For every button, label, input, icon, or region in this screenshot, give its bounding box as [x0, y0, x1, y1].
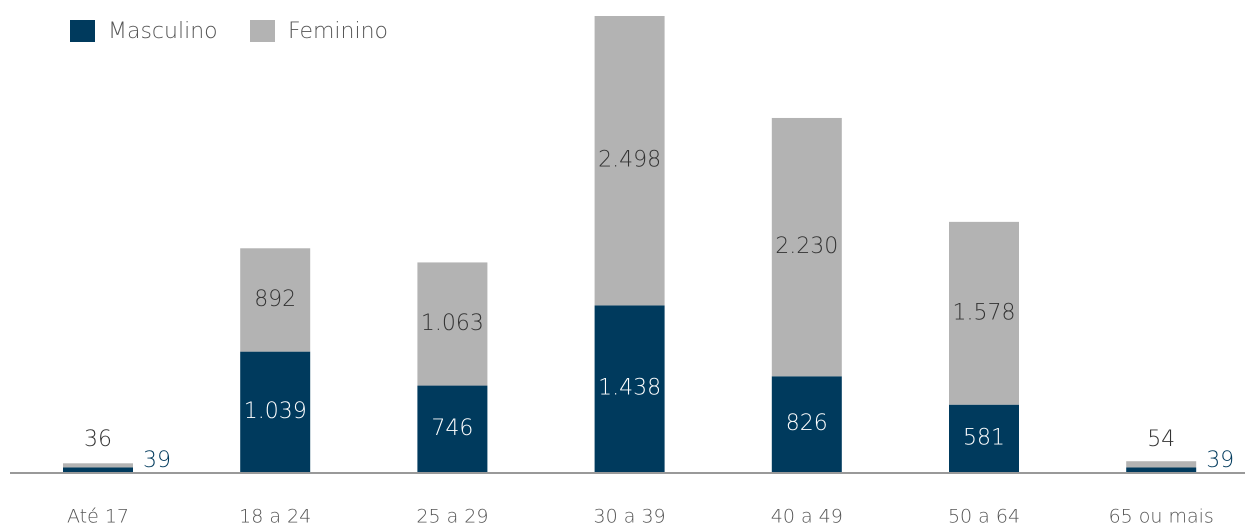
legend-label: Masculino	[108, 19, 218, 44]
x-tick-label: 25 a 29	[416, 506, 488, 526]
bar-segment	[594, 16, 665, 306]
value-label: 826	[786, 411, 828, 436]
value-label: 39	[143, 448, 171, 473]
bar-segment	[771, 376, 842, 472]
x-tick-label: 40 a 49	[771, 506, 843, 526]
value-label: 54	[1147, 427, 1175, 452]
legend-swatch	[70, 20, 95, 42]
value-label: 746	[431, 416, 473, 441]
bar-segment	[417, 262, 488, 386]
value-label: 36	[84, 427, 112, 452]
value-label: 2.230	[775, 234, 838, 259]
value-label: 39	[1206, 448, 1234, 473]
legend-label: Feminino	[288, 19, 388, 44]
x-tick-label: 30 a 39	[594, 506, 666, 526]
value-label: 892	[254, 287, 296, 312]
bar-segment	[594, 305, 665, 472]
bar-segment	[240, 351, 311, 472]
x-tick-label: 50 a 64	[948, 506, 1020, 526]
legend-swatch	[250, 20, 275, 42]
value-label: 2.498	[598, 148, 661, 173]
value-label: 1.438	[598, 376, 661, 401]
bar-segment	[1126, 461, 1197, 468]
value-label: 1.578	[953, 300, 1016, 325]
value-label: 1.063	[421, 311, 484, 336]
value-label: 1.039	[244, 399, 307, 424]
bar-segment	[240, 248, 311, 352]
bar-segment	[1126, 467, 1197, 472]
x-tick-label: 65 ou mais	[1109, 506, 1214, 526]
bar-segment	[63, 467, 133, 472]
bar-segment	[949, 221, 1019, 405]
bar-segment	[771, 117, 842, 377]
x-tick-label: 18 a 24	[239, 506, 311, 526]
bar-segment	[63, 463, 133, 468]
bar-segment	[949, 404, 1019, 472]
value-label: 581	[963, 425, 1005, 450]
bar-segment	[417, 385, 488, 472]
x-tick-label: Até 17	[67, 506, 129, 526]
